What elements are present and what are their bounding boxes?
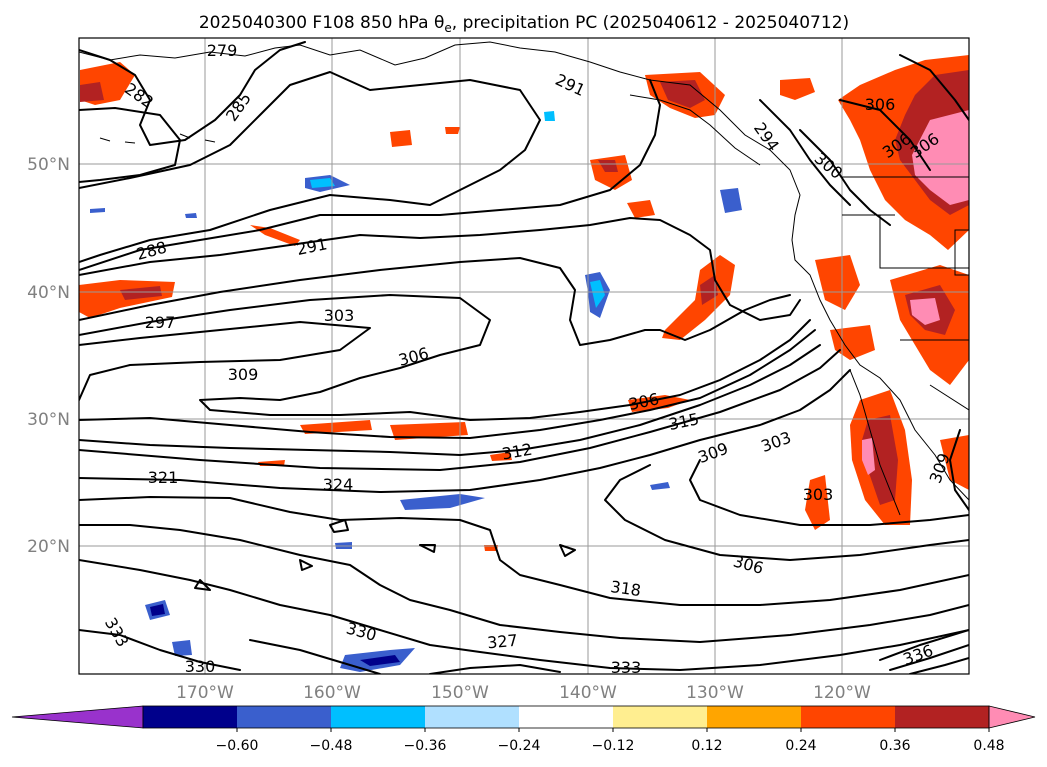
coastlines xyxy=(79,41,969,516)
figure-title: 2025040300 F108 850 hPa θe, precipitatio… xyxy=(199,13,849,35)
contour-label: 306 xyxy=(865,95,896,114)
colorbar-extend-low xyxy=(11,705,144,729)
map-plot-area: 279 282 285 291 288 291 297 303 309 306 … xyxy=(79,38,969,677)
lat-label: 50°N xyxy=(27,155,70,175)
colorbar-tick-label: 0.12 xyxy=(691,738,722,754)
lon-label: 170°W xyxy=(176,683,234,703)
colorbar-frame xyxy=(142,705,990,729)
contour-label: 309 xyxy=(228,365,259,384)
graticule xyxy=(79,38,969,674)
colorbar-tick-label: −0.60 xyxy=(216,738,259,754)
lat-label: 40°N xyxy=(27,283,70,303)
contour-label: 279 xyxy=(207,41,238,60)
colorbar-segment xyxy=(613,706,708,728)
colorbar-tick-label: −0.36 xyxy=(404,738,447,754)
lon-label: 130°W xyxy=(686,683,744,703)
lon-label: 140°W xyxy=(559,683,617,703)
precip-shading xyxy=(79,55,969,672)
contour-label: 333 xyxy=(611,658,642,677)
colorbar-segment xyxy=(237,706,332,728)
colorbar-tick-label: 0.24 xyxy=(785,738,816,754)
lon-label: 150°W xyxy=(431,683,489,703)
colorbar-tick-label: 0.36 xyxy=(879,738,910,754)
colorbar-tick-label: −0.48 xyxy=(310,738,353,754)
colorbar-segment xyxy=(143,706,238,728)
longitude-labels: 170°W 160°W 150°W 140°W 130°W 120°W xyxy=(176,683,871,703)
contour-label: 297 xyxy=(145,313,176,332)
contour-label: 303 xyxy=(803,485,834,504)
colorbar-tick-label: −0.24 xyxy=(498,738,541,754)
lon-label: 160°W xyxy=(303,683,361,703)
colorbar xyxy=(11,705,1036,729)
colorbar-segment xyxy=(425,706,520,728)
lon-label: 120°W xyxy=(813,683,871,703)
colorbar-segment xyxy=(707,706,802,728)
colorbar-ticks: −0.60 −0.48 −0.36 −0.24 −0.12 0.12 0.24 0.36 0.4… xyxy=(216,728,1005,754)
colorbar-segment xyxy=(895,706,990,728)
colorbar-extend-high xyxy=(988,705,1036,729)
colorbar-segment xyxy=(801,706,896,728)
colorbar-tick-label: −0.12 xyxy=(592,738,635,754)
contour-label: 318 xyxy=(609,577,642,600)
theta-e-contours xyxy=(79,41,969,674)
contour-label: 330 xyxy=(185,657,216,676)
map-frame xyxy=(78,37,970,675)
latitude-labels: 50°N 40°N 30°N 20°N xyxy=(27,155,70,557)
contour-label: 303 xyxy=(324,306,355,325)
contour-label: 327 xyxy=(486,631,518,653)
colorbar-segment xyxy=(331,706,426,728)
colorbar-segment xyxy=(519,706,614,728)
colorbar-tick-label: 0.48 xyxy=(973,738,1004,754)
contour-label: 324 xyxy=(323,475,354,494)
lat-label: 30°N xyxy=(27,410,70,430)
lat-label: 20°N xyxy=(27,537,70,557)
contour-label: 321 xyxy=(148,468,179,487)
